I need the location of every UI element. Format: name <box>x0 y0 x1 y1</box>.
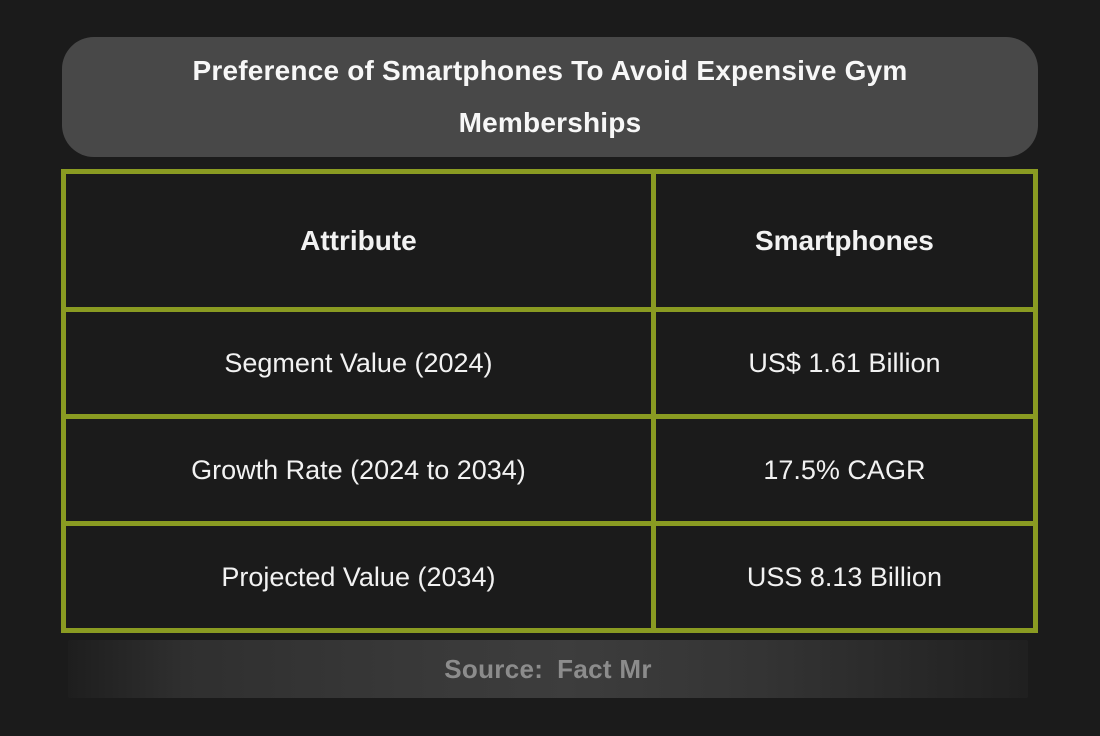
table-header-row: Attribute Smartphones <box>66 174 1033 307</box>
attribute-cell: Segment Value (2024) <box>66 312 656 414</box>
page-title: Preference of Smartphones To Avoid Expen… <box>192 55 908 138</box>
source-value: Fact Mr <box>557 653 652 684</box>
value-cell: USS 8.13 Billion <box>746 561 942 592</box>
attribute-cell: Projected Value (2034) <box>66 526 656 628</box>
value-cell: 17.5% CAGR <box>763 454 926 485</box>
title-banner: Preference of Smartphones To Avoid Expen… <box>62 37 1038 157</box>
column-header-smartphones: Smartphones <box>754 224 934 256</box>
table-row-projected-value: Projected Value (2034) USS 8.13 Billion <box>66 521 1033 628</box>
source-bar: Source: Fact Mr <box>68 640 1028 698</box>
attributes-table: Attribute Smartphones Segment Value (202… <box>61 169 1038 633</box>
table-row-segment-value: Segment Value (2024) US$ 1.61 Billion <box>66 307 1033 414</box>
value-cell: US$ 1.61 Billion <box>748 347 941 378</box>
source-label: Source: <box>444 653 544 684</box>
attribute-cell: Growth Rate (2024 to 2034) <box>66 419 656 521</box>
column-header-attribute: Attribute <box>66 174 656 307</box>
table-row-growth-rate: Growth Rate (2024 to 2034) 17.5% CAGR <box>66 414 1033 521</box>
